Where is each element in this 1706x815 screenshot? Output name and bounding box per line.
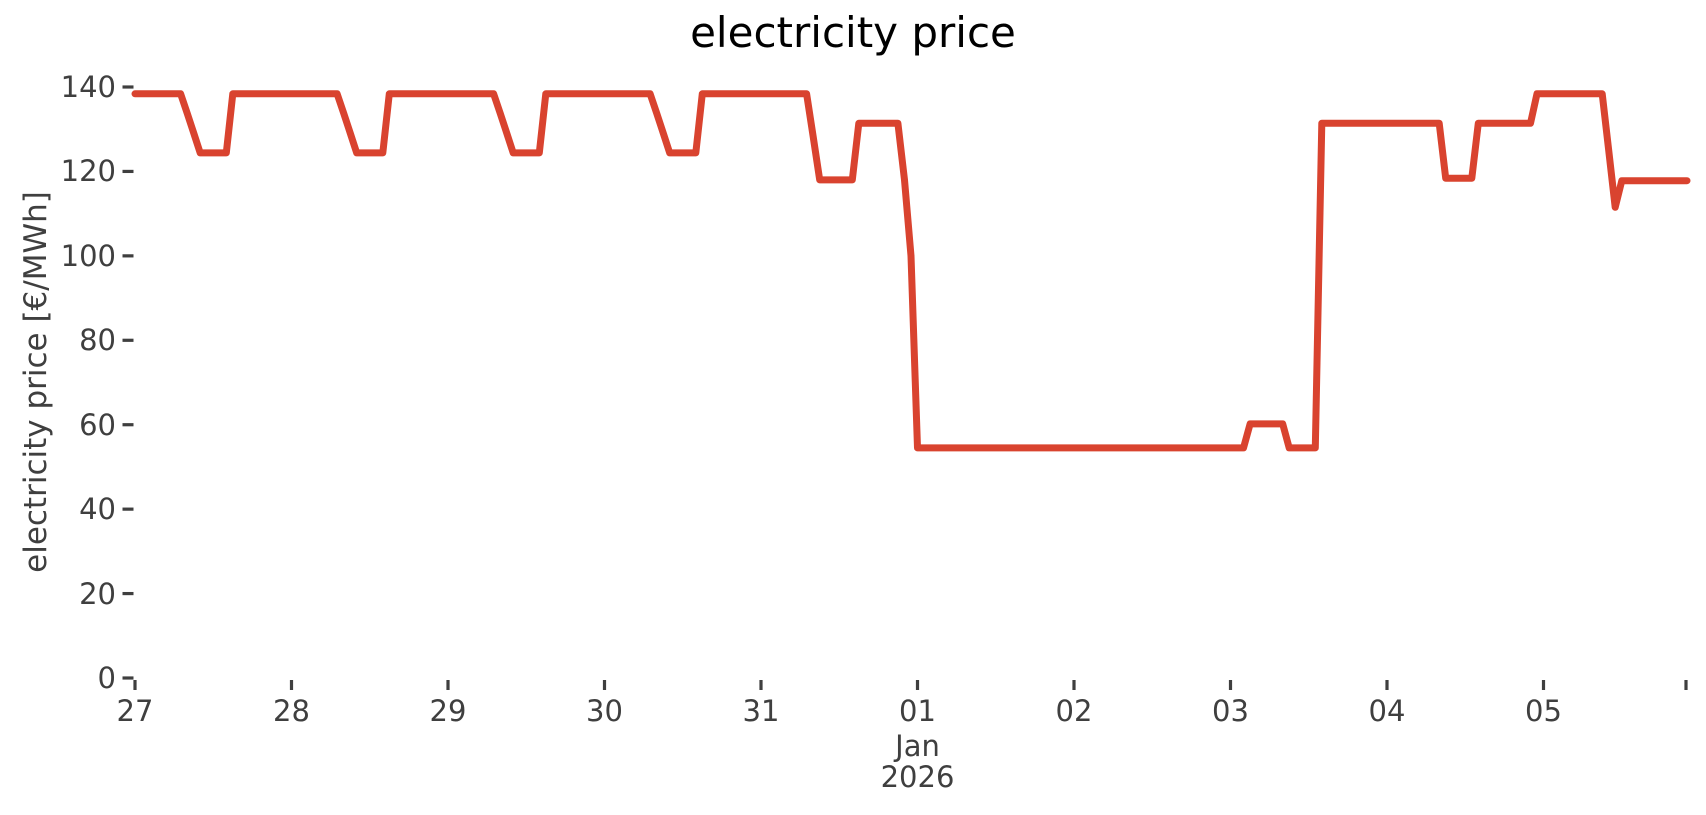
x-tick-label: 28 xyxy=(273,694,310,728)
y-tick-label: 140 xyxy=(60,70,116,104)
y-tick-label: 60 xyxy=(79,407,116,442)
x-tick-label: 01 xyxy=(899,694,936,728)
y-tick-label: 120 xyxy=(60,154,116,189)
y-tick-label: 80 xyxy=(79,323,116,358)
x-month-label: Jan xyxy=(895,729,940,763)
y-tick-label: 40 xyxy=(79,492,116,527)
x-tick-label: 03 xyxy=(1212,694,1249,728)
x-year-label: 2026 xyxy=(880,760,955,794)
x-tick-label: 29 xyxy=(429,694,467,728)
x-tick-label: 04 xyxy=(1368,694,1406,728)
y-tick-label: 20 xyxy=(79,576,116,611)
chart-title: electricity price xyxy=(690,8,1016,57)
x-tick-label: 30 xyxy=(586,694,623,728)
x-tick-label: 02 xyxy=(1055,694,1093,728)
y-tick-label: 0 xyxy=(97,661,116,695)
x-tick-label: 05 xyxy=(1525,694,1562,728)
x-tick-label: 31 xyxy=(742,694,780,728)
electricity-price-line xyxy=(131,90,1691,452)
x-tick-label: 27 xyxy=(116,694,154,728)
y-tick-label: 100 xyxy=(60,238,116,273)
